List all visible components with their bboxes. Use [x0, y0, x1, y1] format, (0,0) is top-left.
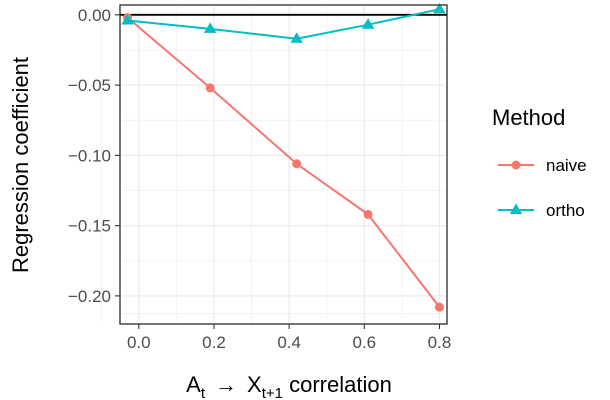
x-axis-title-base-sub: t [201, 385, 206, 400]
x-tick-label: 0.6 [352, 333, 376, 352]
x-tick-label: 0.4 [277, 333, 301, 352]
y-tick-label: −0.05 [68, 76, 111, 95]
x-tick-label: 0.2 [202, 333, 226, 352]
legend-item-ortho: ortho [498, 201, 585, 220]
data-point-naive [292, 159, 302, 169]
x-tick-label: 0.0 [127, 333, 151, 352]
series-naive [123, 13, 444, 312]
legend-key-circle [511, 160, 521, 170]
legend-label: ortho [546, 201, 585, 220]
legend-items: naive ortho [498, 156, 587, 220]
x-axis-title: At → Xt+1 correlation [186, 372, 392, 400]
data-point-ortho [290, 32, 303, 43]
series-layer [121, 2, 446, 312]
data-point-ortho [204, 22, 217, 33]
data-point-naive [434, 302, 444, 312]
x-axis-title-arrow: → [215, 372, 237, 397]
series-ortho [121, 2, 446, 43]
data-point-ortho [361, 18, 375, 29]
y-tick-label: −0.10 [68, 146, 111, 165]
x-tick-label: 0.8 [428, 333, 452, 352]
legend-label: naive [546, 156, 587, 175]
legend-item-naive: naive [498, 156, 587, 175]
data-point-ortho [121, 13, 134, 25]
data-point-ortho [433, 2, 446, 14]
y-tick-label: −0.15 [68, 217, 111, 236]
legend-title: Method [492, 105, 565, 130]
x-axis-title-base: A [186, 372, 201, 397]
legend-key-triangle [509, 203, 523, 215]
data-point-naive [363, 209, 373, 219]
legend: Method naive ortho [492, 105, 587, 220]
x-axis-title-suffix: correlation [283, 372, 392, 397]
data-point-naive [205, 83, 215, 93]
y-axis-title: Regression coefficient [8, 57, 33, 273]
x-axis-title-target-sub: t+1 [262, 385, 283, 400]
y-tick-label: 0.00 [78, 6, 111, 25]
plot-panel-border [119, 4, 448, 325]
y-tick-label: −0.20 [68, 287, 111, 306]
x-axis-title-target: X [247, 372, 262, 397]
y-axis-ticks: 0.00 −0.05 −0.10 −0.15 −0.20 [68, 6, 120, 306]
x-axis-ticks: 0.0 0.2 0.4 0.6 0.8 [127, 324, 451, 352]
